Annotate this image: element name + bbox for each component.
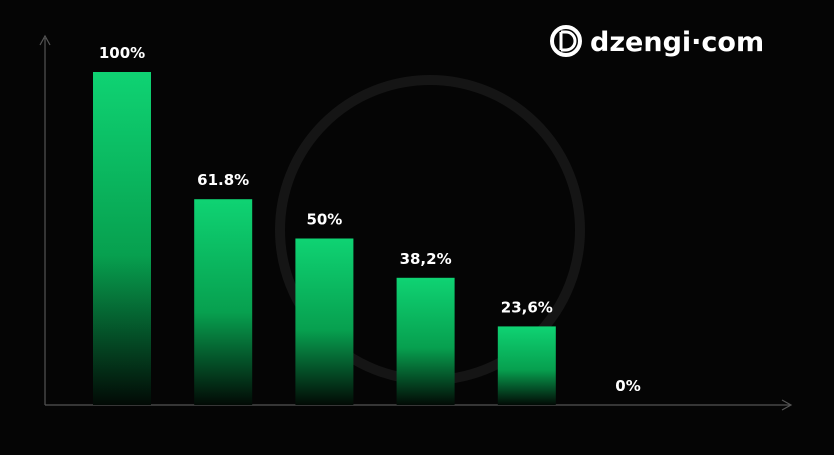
- value-label: 0%: [615, 377, 640, 395]
- value-label: 50%: [306, 211, 342, 229]
- value-label: 61.8%: [197, 171, 249, 189]
- bar: [93, 72, 151, 405]
- bar: [396, 277, 455, 405]
- logo-icon: [550, 25, 582, 57]
- x-axis-arrow: [781, 399, 793, 411]
- logo-icon-d: [559, 30, 577, 52]
- value-label: 38,2%: [400, 250, 452, 268]
- logo: dzengi·com: [550, 25, 764, 58]
- y-axis-arrow: [39, 34, 51, 46]
- bar: [497, 326, 556, 405]
- value-label: 23,6%: [501, 298, 553, 316]
- bar: [295, 238, 354, 405]
- logo-text: dzengi·com: [590, 27, 764, 58]
- bar: [194, 199, 253, 405]
- value-label: 100%: [99, 44, 145, 62]
